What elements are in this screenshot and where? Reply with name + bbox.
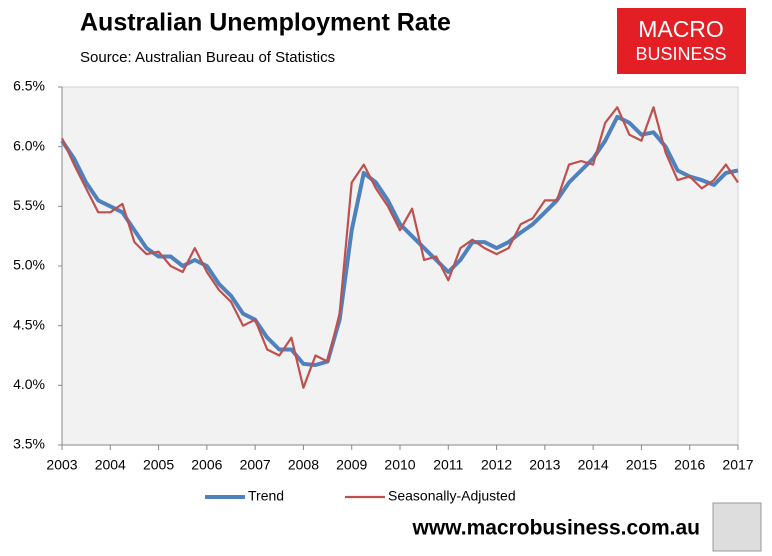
logo-image	[712, 502, 762, 552]
series-line	[60, 114, 739, 367]
x-tick-label: 2014	[578, 457, 609, 473]
x-tick-label: 2003	[46, 457, 77, 473]
legend-label: Trend	[248, 488, 284, 504]
logo-box	[617, 8, 746, 74]
x-tick-label: 2006	[191, 457, 222, 473]
y-tick-label: 4.0%	[13, 376, 45, 392]
y-tick-label: 5.0%	[13, 257, 45, 273]
y-tick-label: 6.5%	[13, 78, 45, 94]
y-tick-label: 6.0%	[13, 137, 45, 153]
x-tick-label: 2010	[384, 457, 415, 473]
logo-text: BUSINESS	[635, 44, 726, 64]
footer-url: www.macrobusiness.com.au	[412, 517, 700, 540]
x-tick-label: 2004	[95, 457, 126, 473]
chart-subtitle: Source: Australian Bureau of Statistics	[80, 49, 335, 66]
x-tick-label: 2007	[240, 457, 271, 473]
x-tick-label: 2015	[626, 457, 657, 473]
x-tick-label: 2011	[433, 457, 463, 473]
legend-label: Seasonally-Adjusted	[388, 488, 516, 504]
series-line	[61, 106, 739, 389]
y-tick-label: 4.5%	[13, 316, 45, 332]
x-tick-label: 2017	[722, 457, 753, 473]
logo-text: MACRO	[638, 16, 724, 42]
chart-title: Australian Unemployment Rate	[80, 9, 451, 37]
y-tick-label: 3.5%	[13, 436, 45, 452]
x-tick-label: 2016	[674, 457, 705, 473]
plot-area	[61, 86, 739, 446]
x-tick-label: 2008	[288, 457, 319, 473]
x-tick-label: 2009	[336, 457, 367, 473]
y-tick-label: 5.5%	[13, 197, 45, 213]
x-tick-label: 2012	[481, 457, 512, 473]
x-tick-label: 2013	[529, 457, 560, 473]
x-tick-label: 2005	[143, 457, 174, 473]
